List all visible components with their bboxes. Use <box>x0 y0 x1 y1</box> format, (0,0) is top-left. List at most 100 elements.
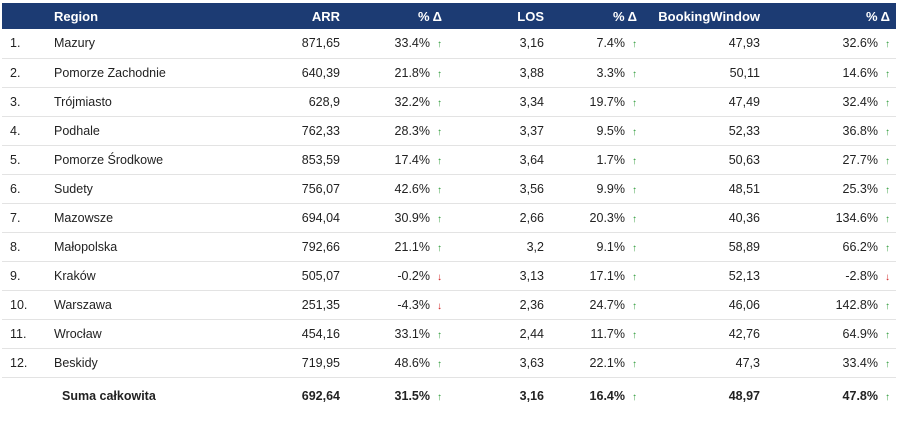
table-row[interactable]: 4. Podhale 762,33 28.3% ↑ 3,37 9.5% ↑ 52,33 36.8%… <box>2 116 896 145</box>
arrow-up-icon: ↑ <box>632 358 637 370</box>
delta-value: 9.5% <box>596 123 626 138</box>
booking-window-delta-cell: 27.7% ↑ <box>766 145 896 174</box>
table-row[interactable]: 3. Trójmiasto 628,9 32.2% ↑ 3,34 19.7% ↑ 47,49 32… <box>2 87 896 116</box>
total-booking-window-delta: 47.8% ↑ <box>766 377 896 415</box>
region-cell: Trójmiasto <box>54 94 112 109</box>
los-delta-cell: 9.5% ↑ <box>550 116 643 145</box>
arr-delta-cell: -4.3% ↓ <box>346 290 448 319</box>
los-delta-cell: 17.1% ↑ <box>550 261 643 290</box>
table-row[interactable]: 9. Kraków 505,07 -0.2% ↓ 3,13 17.1% ↑ 52,13 -2.8%… <box>2 261 896 290</box>
arr-cell: 251,35 <box>301 297 340 312</box>
los-delta-cell: 19.7% ↑ <box>550 87 643 116</box>
region-cell: Pomorze Zachodnie <box>54 65 166 80</box>
table-row[interactable]: 7. Mazowsze 694,04 30.9% ↑ 2,66 20.3% ↑ 40,36 134… <box>2 203 896 232</box>
arr-cell: 853,59 <box>301 152 340 167</box>
table-row[interactable]: 10. Warszawa 251,35 -4.3% ↓ 2,36 24.7% ↑ 46,06 14… <box>2 290 896 319</box>
delta-value: 31.5% <box>394 389 430 404</box>
booking-window-header[interactable]: BookingWindow <box>658 8 760 24</box>
arr-delta-cell: 17.4% ↑ <box>346 145 448 174</box>
delta-value: -4.3% <box>397 297 430 312</box>
arrow-up-icon: ↑ <box>885 126 890 138</box>
los-delta-cell: 20.3% ↑ <box>550 203 643 232</box>
delta-value: 21.1% <box>394 239 430 254</box>
booking-window-cell: 50,63 <box>728 152 760 167</box>
table-row[interactable]: 2. Pomorze Zachodnie 640,39 21.8% ↑ 3,88 3.3% ↑… <box>2 58 896 87</box>
table-row[interactable]: 5. Pomorze Środkowe 853,59 17.4% ↑ 3,64 1.7% ↑ 5… <box>2 145 896 174</box>
table-row[interactable]: 12. Beskidy 719,95 48.6% ↑ 3,63 22.1% ↑ 47,3 33.4… <box>2 348 896 377</box>
arrow-up-icon: ↑ <box>885 155 890 167</box>
arr-delta-cell: 21.8% ↑ <box>346 58 448 87</box>
booking-window-delta-cell: 25.3% ↑ <box>766 174 896 203</box>
delta-value: 21.8% <box>394 65 430 80</box>
arrow-up-icon: ↑ <box>437 97 442 109</box>
arr-delta-cell: 32.2% ↑ <box>346 87 448 116</box>
booking-window-delta-cell: 33.4% ↑ <box>766 348 896 377</box>
table-row[interactable]: 11. Wrocław 454,16 33.1% ↑ 2,44 11.7% ↑ 42,76 64.… <box>2 319 896 348</box>
los-cell: 2,66 <box>519 210 544 225</box>
los-delta-cell: 24.7% ↑ <box>550 290 643 319</box>
region-header[interactable]: Region <box>54 8 99 24</box>
row-index: 2. <box>10 65 21 80</box>
delta-value: 20.3% <box>589 210 625 225</box>
arrow-up-icon: ↑ <box>885 39 890 51</box>
delta-value: 32.4% <box>842 94 878 109</box>
delta-value: 16.4% <box>589 389 625 404</box>
los-delta-cell: 9.1% ↑ <box>550 232 643 261</box>
delta-value: 142.8% <box>835 297 878 312</box>
delta-value: 11.7% <box>590 326 625 341</box>
table-row[interactable]: 1. Mazury 871,65 33.4% ↑ 3,16 7.4% ↑ 47,93 32.6% ↑ <box>2 29 896 58</box>
los-header[interactable]: LOS <box>517 8 544 24</box>
arr-cell: 694,04 <box>301 210 340 225</box>
delta-value: 47.8% <box>842 389 878 404</box>
regions-table: Region ARR % Δ LOS % Δ BookingWindow % Δ… <box>2 3 896 415</box>
arrow-up-icon: ↑ <box>632 184 637 196</box>
arrow-up-icon: ↑ <box>632 300 637 312</box>
region-cell: Małopolska <box>54 239 118 254</box>
total-los-delta: 16.4% ↑ <box>550 377 643 415</box>
row-index: 8. <box>10 239 21 254</box>
region-cell: Kraków <box>54 268 96 283</box>
arr-cell: 640,39 <box>301 65 340 80</box>
arrow-up-icon: ↑ <box>885 184 890 196</box>
los-delta-cell: 3.3% ↑ <box>550 58 643 87</box>
delta-value: 19.7% <box>589 94 625 109</box>
booking-window-delta-header[interactable]: % Δ <box>865 8 890 24</box>
row-index: 5. <box>10 152 21 167</box>
total-booking-window: 48,97 <box>728 389 760 404</box>
arrow-up-icon: ↑ <box>437 392 442 404</box>
region-cell: Mazowsze <box>54 210 114 225</box>
delta-value: 48.6% <box>394 355 430 370</box>
delta-value: 22.1% <box>589 355 625 370</box>
booking-window-cell: 47,93 <box>728 36 760 51</box>
booking-window-cell: 42,76 <box>728 326 760 341</box>
delta-value: 17.4% <box>394 152 430 167</box>
booking-window-cell: 48,51 <box>728 181 760 196</box>
delta-value: 33.4% <box>842 355 878 370</box>
arrow-up-icon: ↑ <box>437 68 442 80</box>
delta-value: 7.4% <box>596 36 626 51</box>
booking-window-delta-cell: -2.8% ↓ <box>766 261 896 290</box>
arr-header[interactable]: ARR <box>311 8 340 24</box>
delta-value: 32.6% <box>842 36 878 51</box>
booking-window-cell: 52,33 <box>728 123 760 138</box>
booking-window-delta-cell: 32.4% ↑ <box>766 87 896 116</box>
arr-delta-header[interactable]: % Δ <box>417 8 442 24</box>
arrow-up-icon: ↑ <box>632 68 637 80</box>
booking-window-delta-cell: 64.9% ↑ <box>766 319 896 348</box>
los-cell: 3,2 <box>526 239 544 254</box>
table-row[interactable]: 6. Sudety 756,07 42.6% ↑ 3,56 9.9% ↑ 48,51 25.3% ↑ <box>2 174 896 203</box>
arr-delta-cell: 33.1% ↑ <box>346 319 448 348</box>
los-cell: 3,56 <box>519 181 544 196</box>
delta-value: 27.7% <box>842 152 878 167</box>
arr-cell: 756,07 <box>301 181 340 196</box>
arr-delta-cell: 33.4% ↑ <box>346 29 448 58</box>
table-row[interactable]: 8. Małopolska 792,66 21.1% ↑ 3,2 9.1% ↑ 58,89 66.… <box>2 232 896 261</box>
total-label: Suma całkowita <box>62 389 156 404</box>
row-index: 7. <box>10 210 21 225</box>
delta-value: 33.4% <box>394 36 430 51</box>
booking-window-cell: 46,06 <box>728 297 760 312</box>
delta-value: 28.3% <box>394 123 430 138</box>
region-cell: Mazury <box>54 36 95 51</box>
arrow-up-icon: ↑ <box>632 271 637 283</box>
los-delta-header[interactable]: % Δ <box>612 8 637 24</box>
